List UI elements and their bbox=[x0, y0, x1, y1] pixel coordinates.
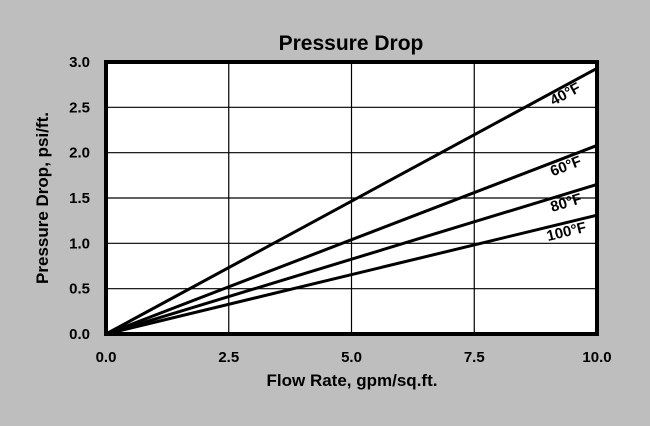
y-tick-label: 2.0 bbox=[69, 145, 90, 162]
y-axis-tick-labels: 0.0 0.5 1.0 1.5 2.0 2.5 3.0 bbox=[69, 54, 90, 343]
x-tick-label: 2.5 bbox=[218, 349, 239, 366]
chart-title: Pressure Drop bbox=[279, 32, 424, 55]
series-line bbox=[105, 144, 598, 336]
y-tick-label: 2.5 bbox=[69, 99, 90, 116]
x-axis-label: Flow Rate, gpm/sq.ft. bbox=[267, 371, 438, 390]
y-tick-label: 0.5 bbox=[69, 281, 90, 298]
series-lines bbox=[105, 67, 598, 336]
series-line bbox=[105, 213, 598, 336]
y-tick-label: 0.0 bbox=[69, 326, 90, 343]
series-line bbox=[105, 182, 598, 336]
x-axis-tick-labels: 0.0 2.5 5.0 7.5 10.0 bbox=[96, 349, 612, 366]
x-tick-label: 7.5 bbox=[464, 349, 485, 366]
x-tick-label: 10.0 bbox=[582, 349, 611, 366]
x-tick-label: 0.0 bbox=[96, 349, 117, 366]
y-tick-label: 1.5 bbox=[69, 190, 90, 207]
y-axis-label: Pressure Drop, psi/ft. bbox=[33, 112, 52, 284]
plot-border bbox=[104, 60, 599, 336]
series-line bbox=[105, 67, 598, 336]
y-tick-label: 3.0 bbox=[69, 54, 90, 71]
y-tick-label: 1.0 bbox=[69, 235, 90, 252]
x-tick-label: 5.0 bbox=[341, 349, 362, 366]
